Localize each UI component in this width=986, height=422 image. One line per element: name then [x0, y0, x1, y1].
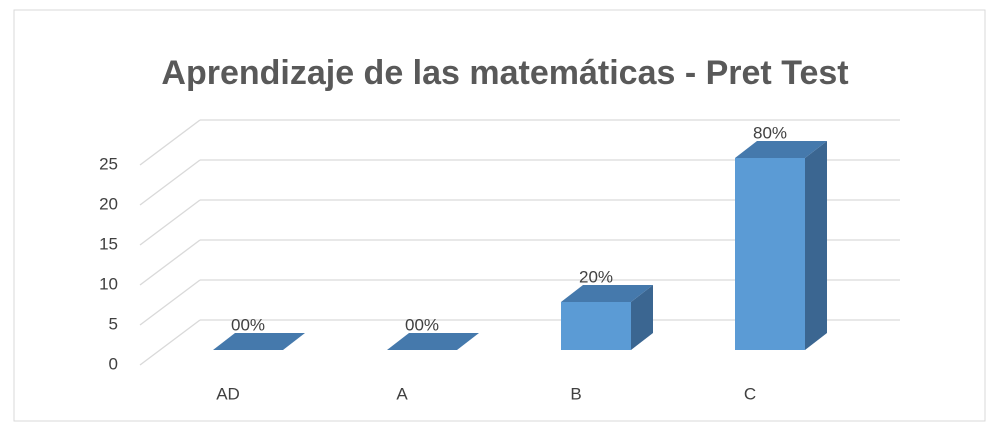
- x-tick-label: AD: [216, 384, 240, 403]
- data-label: 80%: [753, 123, 787, 142]
- bar-side: [805, 141, 827, 350]
- y-tick-label: 15: [99, 234, 118, 253]
- data-label: 20%: [579, 267, 613, 286]
- bar-front: [735, 158, 805, 350]
- y-tick-label: 25: [99, 154, 118, 173]
- y-tick-label: 10: [99, 274, 118, 293]
- y-tick-label: 0: [109, 354, 118, 373]
- bar-top: [387, 333, 479, 350]
- grid-line: [139, 159, 201, 206]
- x-tick-label: A: [396, 384, 408, 403]
- bar-top: [213, 333, 305, 350]
- bar-top: [735, 141, 827, 158]
- x-tick-label: B: [570, 384, 581, 403]
- bar-top: [561, 285, 653, 302]
- data-label: 00%: [231, 315, 265, 334]
- grid-line: [139, 199, 201, 246]
- x-tick-label: C: [744, 384, 756, 403]
- bar: [213, 333, 305, 350]
- bar: [387, 333, 479, 350]
- chart-title: Aprendizaje de las matemáticas - Pret Te…: [161, 54, 848, 92]
- bar-side: [631, 285, 653, 350]
- grid-line: [139, 279, 201, 326]
- grid-line: [139, 119, 201, 166]
- bar-front: [561, 302, 631, 350]
- bar: [561, 285, 653, 350]
- grid-line: [139, 239, 201, 286]
- y-tick-label: 20: [99, 194, 118, 213]
- bar: [735, 141, 827, 350]
- data-label: 00%: [405, 315, 439, 334]
- grid-line: [139, 319, 201, 366]
- y-tick-label: 5: [109, 314, 118, 333]
